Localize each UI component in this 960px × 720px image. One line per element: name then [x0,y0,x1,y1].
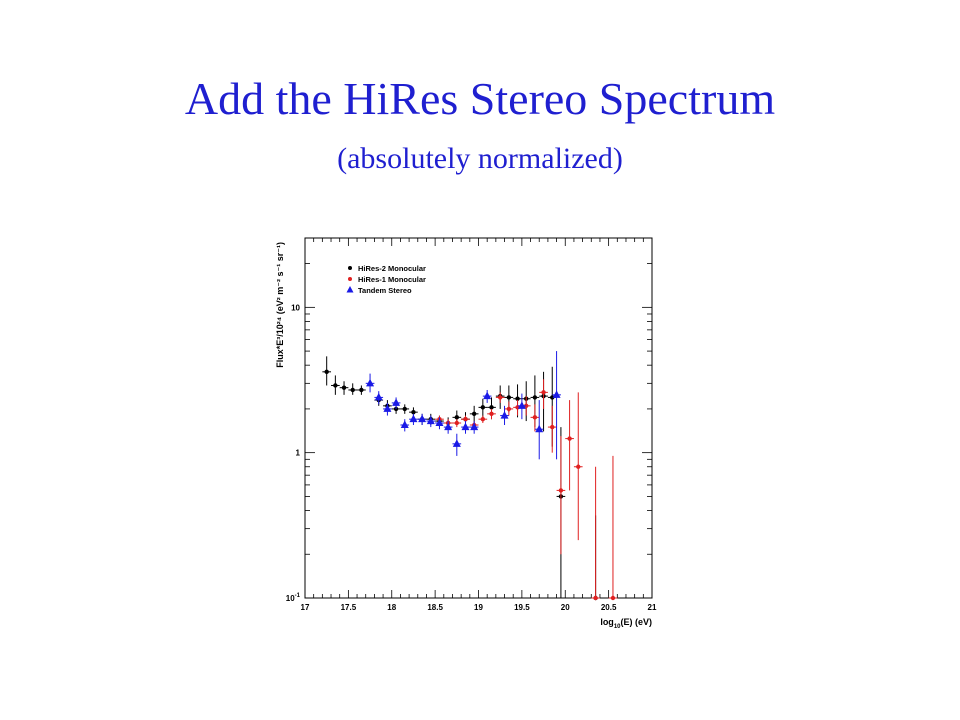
y-tick-label: 1 [296,449,301,458]
y-axis-label: Flux*E³/10²⁴ (eV² m⁻² s⁻¹ sr⁻¹) [275,242,285,368]
slide-title: Add the HiRes Stereo Spectrum [184,73,776,124]
x-tick-label: 18.5 [427,603,443,612]
data-point-triangle [426,416,435,425]
data-point [550,424,555,430]
legend-marker [348,266,352,270]
y-tick-label: 10-1 [286,593,301,603]
data-point [593,595,598,601]
data-point-triangle [517,401,526,409]
data-point-triangle [535,424,544,433]
axis-ticks-layer: 17 17.5 18 18.5 19 19.5 20 20.5 21 10-1 1 10 [286,237,657,612]
data-point-triangle [500,411,509,419]
x-tick-label: 20 [561,603,570,612]
data-point [515,396,520,401]
data-point [402,406,407,412]
legend-label: Tandem Stereo [358,286,412,295]
data-point-triangle [409,414,418,423]
data-point [610,595,616,601]
data-points-layer [322,351,618,601]
data-point [454,415,460,420]
x-tick-label: 19 [474,603,483,612]
data-point [489,411,494,417]
data-point-triangle [452,439,461,447]
data-point [567,436,572,441]
data-point [480,405,486,410]
data-point [541,390,546,395]
data-point [550,395,555,400]
data-point [489,405,494,410]
legend-marker [348,277,352,281]
data-point [506,395,512,400]
data-point [463,416,468,422]
x-tick-label: 21 [648,603,657,612]
data-point-triangle [435,418,444,427]
data-point-triangle [374,392,383,401]
x-axis-label: log10(E) (eV) [600,617,652,630]
data-point [506,406,512,412]
data-point [341,385,347,390]
data-point [532,395,538,400]
data-point-triangle [383,404,392,412]
data-point-triangle [470,422,479,431]
x-tick-label: 17.5 [341,603,357,612]
data-point-triangle [552,390,561,398]
data-point-triangle [418,414,427,423]
y-tick-label: 10 [291,303,300,312]
slide-subtitle: (absolutely normalized) [337,142,623,175]
data-point-triangle [366,378,375,387]
legend-label: HiRes-1 Monocular [358,275,426,284]
data-point [576,464,581,469]
legend: HiRes-2 Monocular HiRes-1 Monocular Tandem… [346,264,426,295]
x-tick-label: 20.5 [601,603,617,612]
data-point [471,411,477,417]
legend-label: HiRes-2 Monocular [358,264,426,273]
data-point [359,387,364,393]
data-point-triangle [392,398,401,406]
data-point [333,383,338,388]
data-point-triangle [483,391,492,400]
data-point [532,415,538,420]
data-point [411,409,416,415]
data-point [558,488,564,493]
data-point-triangle [400,420,409,429]
data-point [480,416,486,422]
data-point [324,369,329,375]
data-point-triangle [461,422,470,431]
data-point [454,420,460,426]
data-point-triangle [444,422,453,431]
x-tick-label: 19.5 [514,603,530,612]
x-tick-label: 18 [387,603,396,612]
data-point [350,387,355,393]
x-tick-label: 17 [301,603,310,612]
axis-labels-layer: log10(E) (eV) Flux*E³/10²⁴ (eV² m⁻² s⁻¹ s… [275,242,652,630]
data-point [497,395,503,400]
legend-marker [346,286,354,293]
